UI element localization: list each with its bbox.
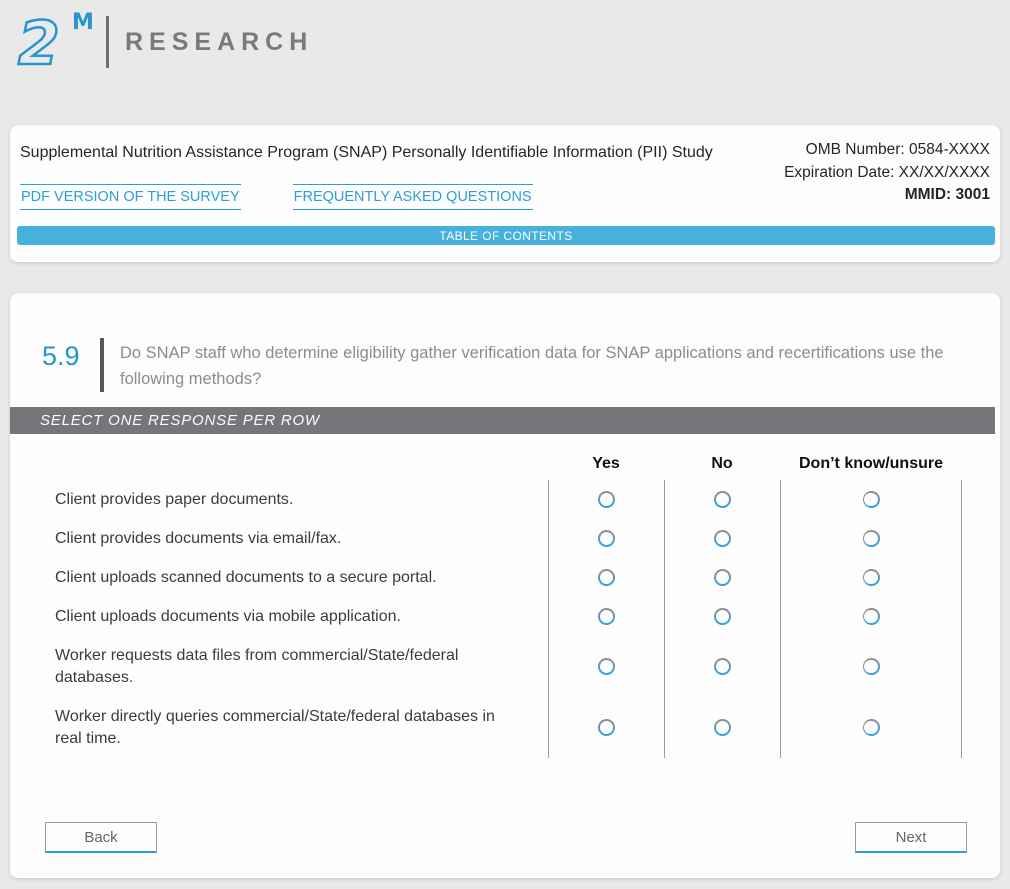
radio-icon[interactable] [598,530,615,547]
row-label: Client provides paper documents. [55,490,294,508]
response-table: Yes No Don’t know/unsure Client provides… [45,455,962,758]
column-header-no: No [711,455,733,472]
radio-icon[interactable] [714,719,731,736]
question-text: Do SNAP staff who determine eligibility … [120,344,944,388]
radio-icon[interactable] [598,719,615,736]
pdf-version-link[interactable]: PDF VERSION OF THE SURVEY [20,184,241,210]
radio-icon[interactable] [862,530,880,547]
row-label-cell: Client provides documents via email/fax. [45,519,548,558]
radio-icon[interactable] [862,491,880,508]
response-table-body: Client provides paper documents. Client … [45,480,962,758]
row-label: Client provides documents via email/fax. [55,529,342,547]
logo-wordmark: RESEARCH [125,27,314,56]
radio-cell-dont-know[interactable] [780,558,962,597]
radio-icon[interactable] [714,608,731,625]
radio-icon[interactable] [598,569,615,586]
radio-icon[interactable] [862,719,880,736]
radio-cell-dont-know[interactable] [780,519,962,558]
radio-icon[interactable] [714,530,731,547]
radio-cell-yes[interactable] [548,558,664,597]
row-label: Worker directly queries commercial/State… [55,707,495,747]
logo-2m-mark: 2 M [17,8,94,78]
radio-cell-yes[interactable] [548,636,664,697]
radio-cell-dont-know[interactable] [780,697,962,758]
survey-header-card: Supplemental Nutrition Assistance Progra… [10,125,1000,262]
faq-link[interactable]: FREQUENTLY ASKED QUESTIONS [292,184,533,210]
radio-cell-no[interactable] [664,558,780,597]
radio-cell-dont-know[interactable] [780,480,962,519]
radio-cell-no[interactable] [664,519,780,558]
radio-cell-yes[interactable] [548,597,664,636]
radio-cell-no[interactable] [664,597,780,636]
table-row: Client uploads documents via mobile appl… [45,597,962,636]
radio-cell-dont-know[interactable] [780,597,962,636]
survey-title: Supplemental Nutrition Assistance Progra… [20,144,713,161]
back-button[interactable]: Back [45,822,157,853]
response-table-header: Yes No Don’t know/unsure [45,455,962,480]
radio-icon[interactable] [598,658,615,675]
radio-cell-dont-know[interactable] [780,636,962,697]
radio-cell-yes[interactable] [548,697,664,758]
question-card: 5.9 Do SNAP staff who determine eligibil… [10,293,1000,878]
table-row: Client provides documents via email/fax. [45,519,962,558]
omb-number: OMB Number: 0584-XXXX [805,141,990,158]
row-label-cell: Client uploads scanned documents to a se… [45,558,548,597]
radio-cell-no[interactable] [664,480,780,519]
2m-research-logo: 2 M RESEARCH [14,6,313,78]
question-divider [100,338,104,392]
row-label-cell: Client provides paper documents. [45,480,548,519]
radio-cell-yes[interactable] [548,480,664,519]
mmid: MMID: 3001 [904,186,990,203]
logo-letter-m: M [72,10,94,35]
header-meta: OMB Number: 0584-XXXX Expiration Date: X… [784,139,990,207]
row-label: Client uploads scanned documents to a se… [55,568,437,586]
radio-icon[interactable] [714,569,731,586]
next-button[interactable]: Next [855,822,967,853]
radio-cell-yes[interactable] [548,519,664,558]
instruction-bar: SELECT ONE RESPONSE PER ROW [10,407,995,434]
row-label: Client uploads documents via mobile appl… [55,607,401,625]
row-label: Worker requests data files from commerci… [55,646,459,686]
row-label-header [45,455,548,480]
table-row: Worker directly queries commercial/State… [45,697,962,758]
logo-divider [106,16,109,68]
radio-icon[interactable] [598,608,615,625]
row-label-cell: Worker requests data files from commerci… [45,636,548,697]
column-header-dont-know: Don’t know/unsure [799,455,943,472]
radio-icon[interactable] [714,658,731,675]
expiration-date: Expiration Date: XX/XX/XXXX [784,163,990,181]
radio-icon[interactable] [862,608,880,625]
header-links: PDF VERSION OF THE SURVEY FREQUENTLY ASK… [20,184,533,210]
row-label-cell: Worker directly queries commercial/State… [45,697,548,758]
logo-numeral: 2 [18,9,60,78]
radio-icon[interactable] [714,491,731,508]
radio-icon[interactable] [598,491,615,508]
radio-icon[interactable] [862,569,880,586]
radio-cell-no[interactable] [664,697,780,758]
column-header-yes: Yes [592,455,620,472]
table-row: Worker requests data files from commerci… [45,636,962,697]
table-of-contents-button[interactable]: TABLE OF CONTENTS [17,226,995,245]
radio-cell-no[interactable] [664,636,780,697]
question-number: 5.9 [42,341,80,371]
table-row: Client uploads scanned documents to a se… [45,558,962,597]
row-label-cell: Client uploads documents via mobile appl… [45,597,548,636]
table-row: Client provides paper documents. [45,480,962,519]
radio-icon[interactable] [862,658,880,675]
